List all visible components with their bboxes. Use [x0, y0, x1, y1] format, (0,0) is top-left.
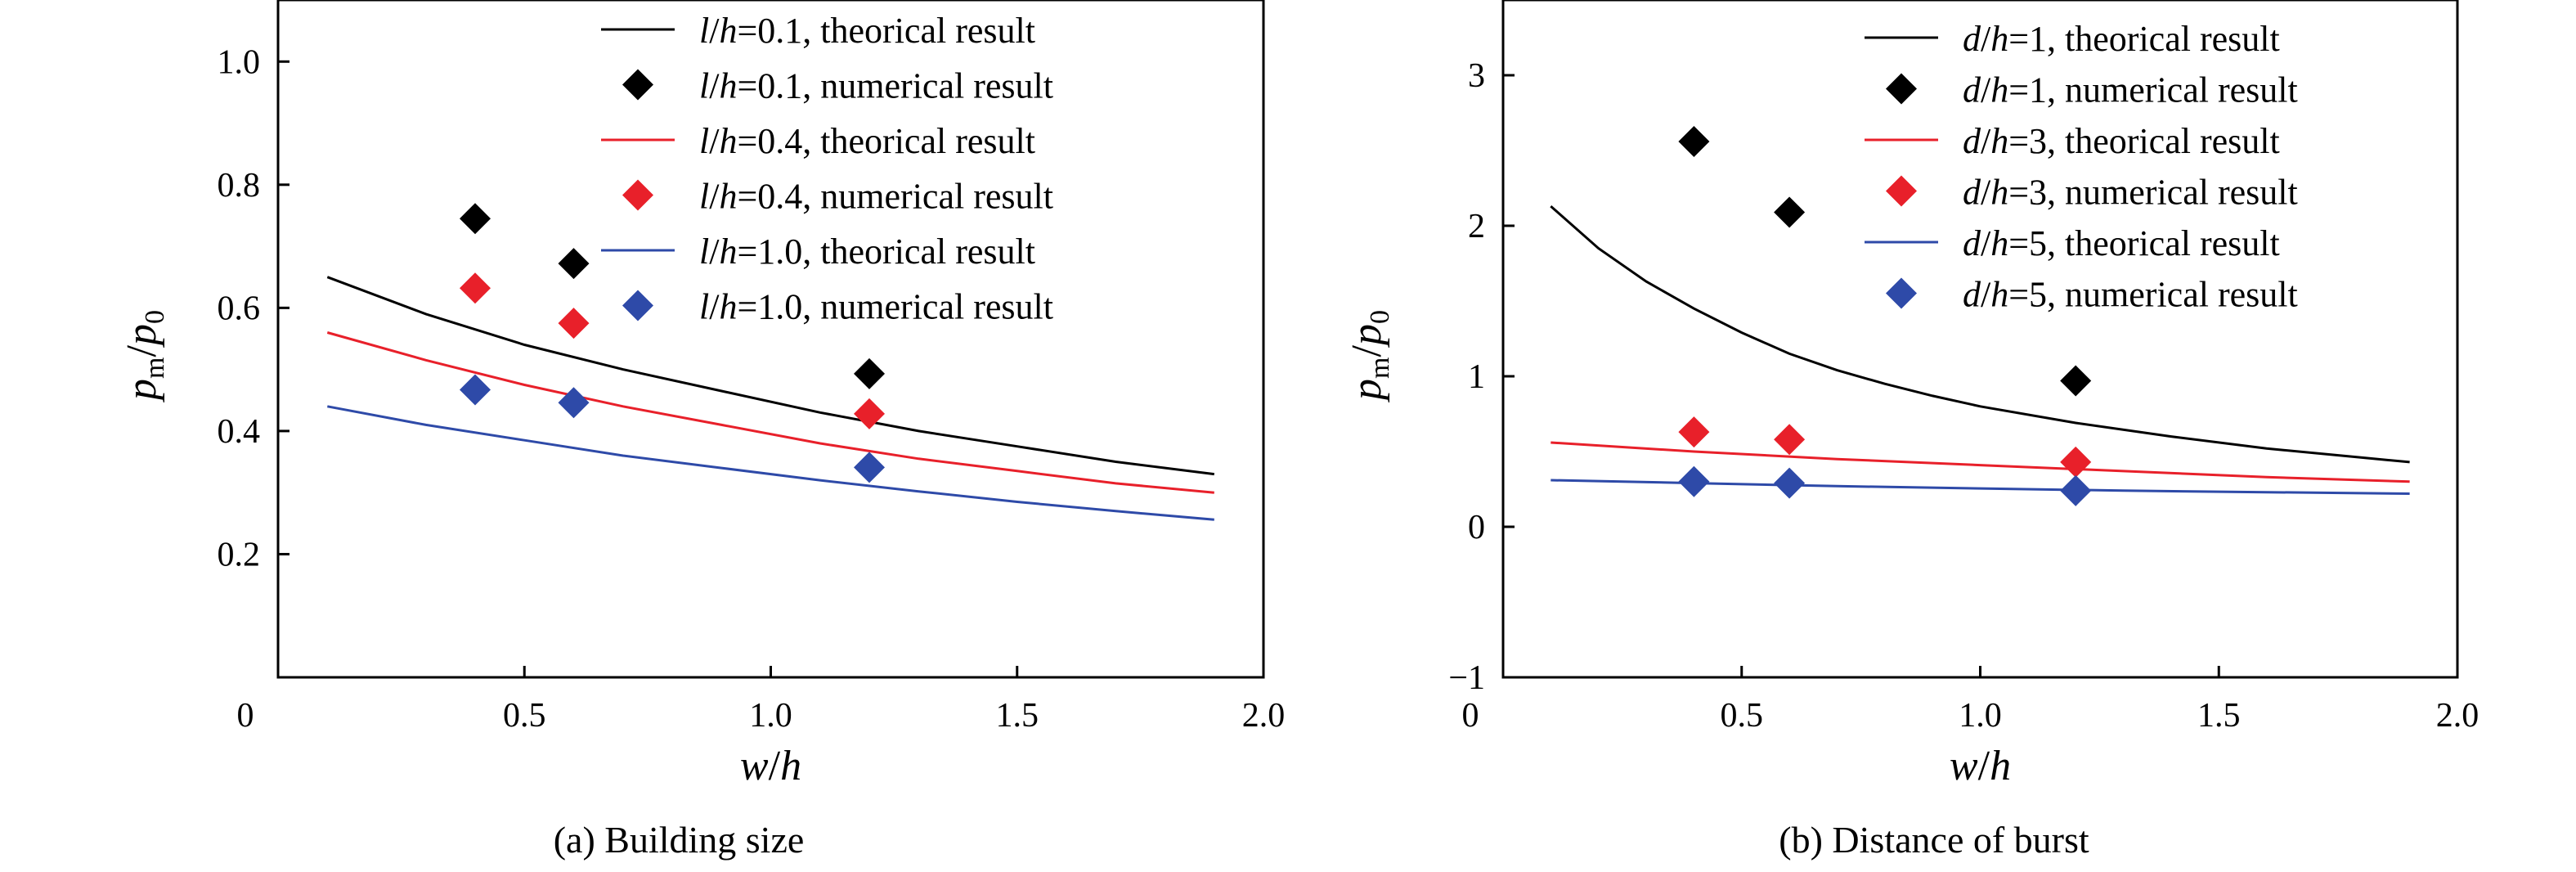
x-tick-label: 2.0 — [1242, 697, 1286, 735]
y-tick-label: 3 — [1468, 57, 1485, 95]
panel-caption: (b) Distance of burst — [1779, 819, 2089, 861]
x-tick-label: 2.0 — [2436, 697, 2480, 735]
legend-entry-4: d/h=5, theorical result — [1963, 223, 2280, 263]
y-tick-label: 2 — [1468, 208, 1485, 245]
y-tick-label: 0 — [1468, 509, 1485, 546]
x-tick-label: 1.5 — [996, 697, 1039, 735]
panel-caption: (a) Building size — [554, 819, 805, 861]
data-point-1-2 — [854, 357, 885, 389]
legend-marker-3 — [1886, 175, 1917, 207]
x-tick-label: 1.0 — [1959, 697, 2002, 735]
x-tick-label: 0.5 — [503, 697, 546, 735]
data-point-5-1 — [1774, 467, 1806, 499]
legend-marker-3 — [622, 179, 653, 211]
series-line-2 — [326, 331, 1214, 494]
legend-entry-5: l/h=1.0, numerical result — [699, 287, 1053, 327]
legend-entry-2: l/h=0.4, theorical result — [699, 121, 1035, 161]
data-point-5-0 — [460, 374, 491, 406]
y-tick-label: −1 — [1448, 659, 1485, 697]
data-point-1-0 — [1678, 125, 1710, 157]
x-tick-label: 1.0 — [749, 697, 792, 735]
series-line-2 — [1551, 441, 2410, 483]
legend-entry-1: d/h=1, numerical result — [1963, 70, 2298, 110]
y-tick-label: 0.2 — [218, 536, 261, 573]
legend-marker-5 — [622, 290, 653, 321]
data-point-3-2 — [854, 398, 885, 429]
legend-entry-2: d/h=3, theorical result — [1963, 121, 2280, 161]
legend-entry-0: d/h=1, theorical result — [1963, 19, 2280, 59]
y-axis-label: pm/p0 — [1344, 310, 1395, 403]
legend-entry-5: d/h=5, numerical result — [1963, 275, 2298, 315]
data-point-1-2 — [2060, 365, 2092, 397]
series-line-0 — [326, 276, 1214, 476]
data-point-5-2 — [2060, 474, 2092, 506]
legend-marker-5 — [1886, 277, 1917, 309]
data-point-1-0 — [460, 203, 491, 235]
x-tick-label: 0.5 — [1721, 697, 1764, 735]
data-point-3-0 — [1678, 416, 1710, 448]
data-point-1-1 — [1774, 196, 1806, 228]
legend-entry-0: l/h=0.1, theorical result — [699, 11, 1035, 51]
legend-entry-1: l/h=0.1, numerical result — [699, 66, 1053, 106]
y-tick-label: 0.6 — [218, 290, 261, 327]
series-line-4 — [327, 405, 1214, 521]
panel-a-building-size: 0 0.5 1.0 1.5 2.0 0.2 0.4 0.6 0.8 1.0 w/h pm/p0 l/h=… — [119, 0, 1285, 861]
legend-entry-3: l/h=0.4, numerical result — [699, 177, 1053, 217]
y-tick-label: 1 — [1468, 358, 1485, 396]
data-point-5-0 — [1678, 465, 1710, 497]
data-point-5-2 — [854, 452, 885, 483]
data-point-3-2 — [2060, 446, 2092, 478]
y-tick-label: 0.8 — [218, 167, 261, 205]
x-tick-label: 0 — [237, 697, 254, 735]
data-point-3-1 — [558, 308, 590, 339]
series-line-0 — [1550, 205, 2410, 464]
x-tick-label: 0 — [1462, 697, 1479, 735]
legend-marker-1 — [622, 69, 653, 101]
data-point-1-1 — [558, 248, 590, 280]
legend-entry-3: d/h=3, numerical result — [1963, 173, 2298, 213]
legend-marker-1 — [1886, 73, 1917, 105]
x-axis-label: w/h — [1950, 743, 2011, 789]
data-point-3-1 — [1774, 424, 1806, 456]
data-point-5-1 — [558, 387, 590, 419]
y-tick-label: 0.4 — [218, 413, 261, 451]
x-axis-label: w/h — [740, 743, 801, 789]
y-tick-label: 1.0 — [218, 43, 261, 81]
data-point-3-0 — [460, 272, 491, 304]
legend-entry-4: l/h=1.0, theorical result — [699, 231, 1035, 272]
y-axis-label: pm/p0 — [119, 310, 170, 403]
x-tick-label: 1.5 — [2197, 697, 2241, 735]
